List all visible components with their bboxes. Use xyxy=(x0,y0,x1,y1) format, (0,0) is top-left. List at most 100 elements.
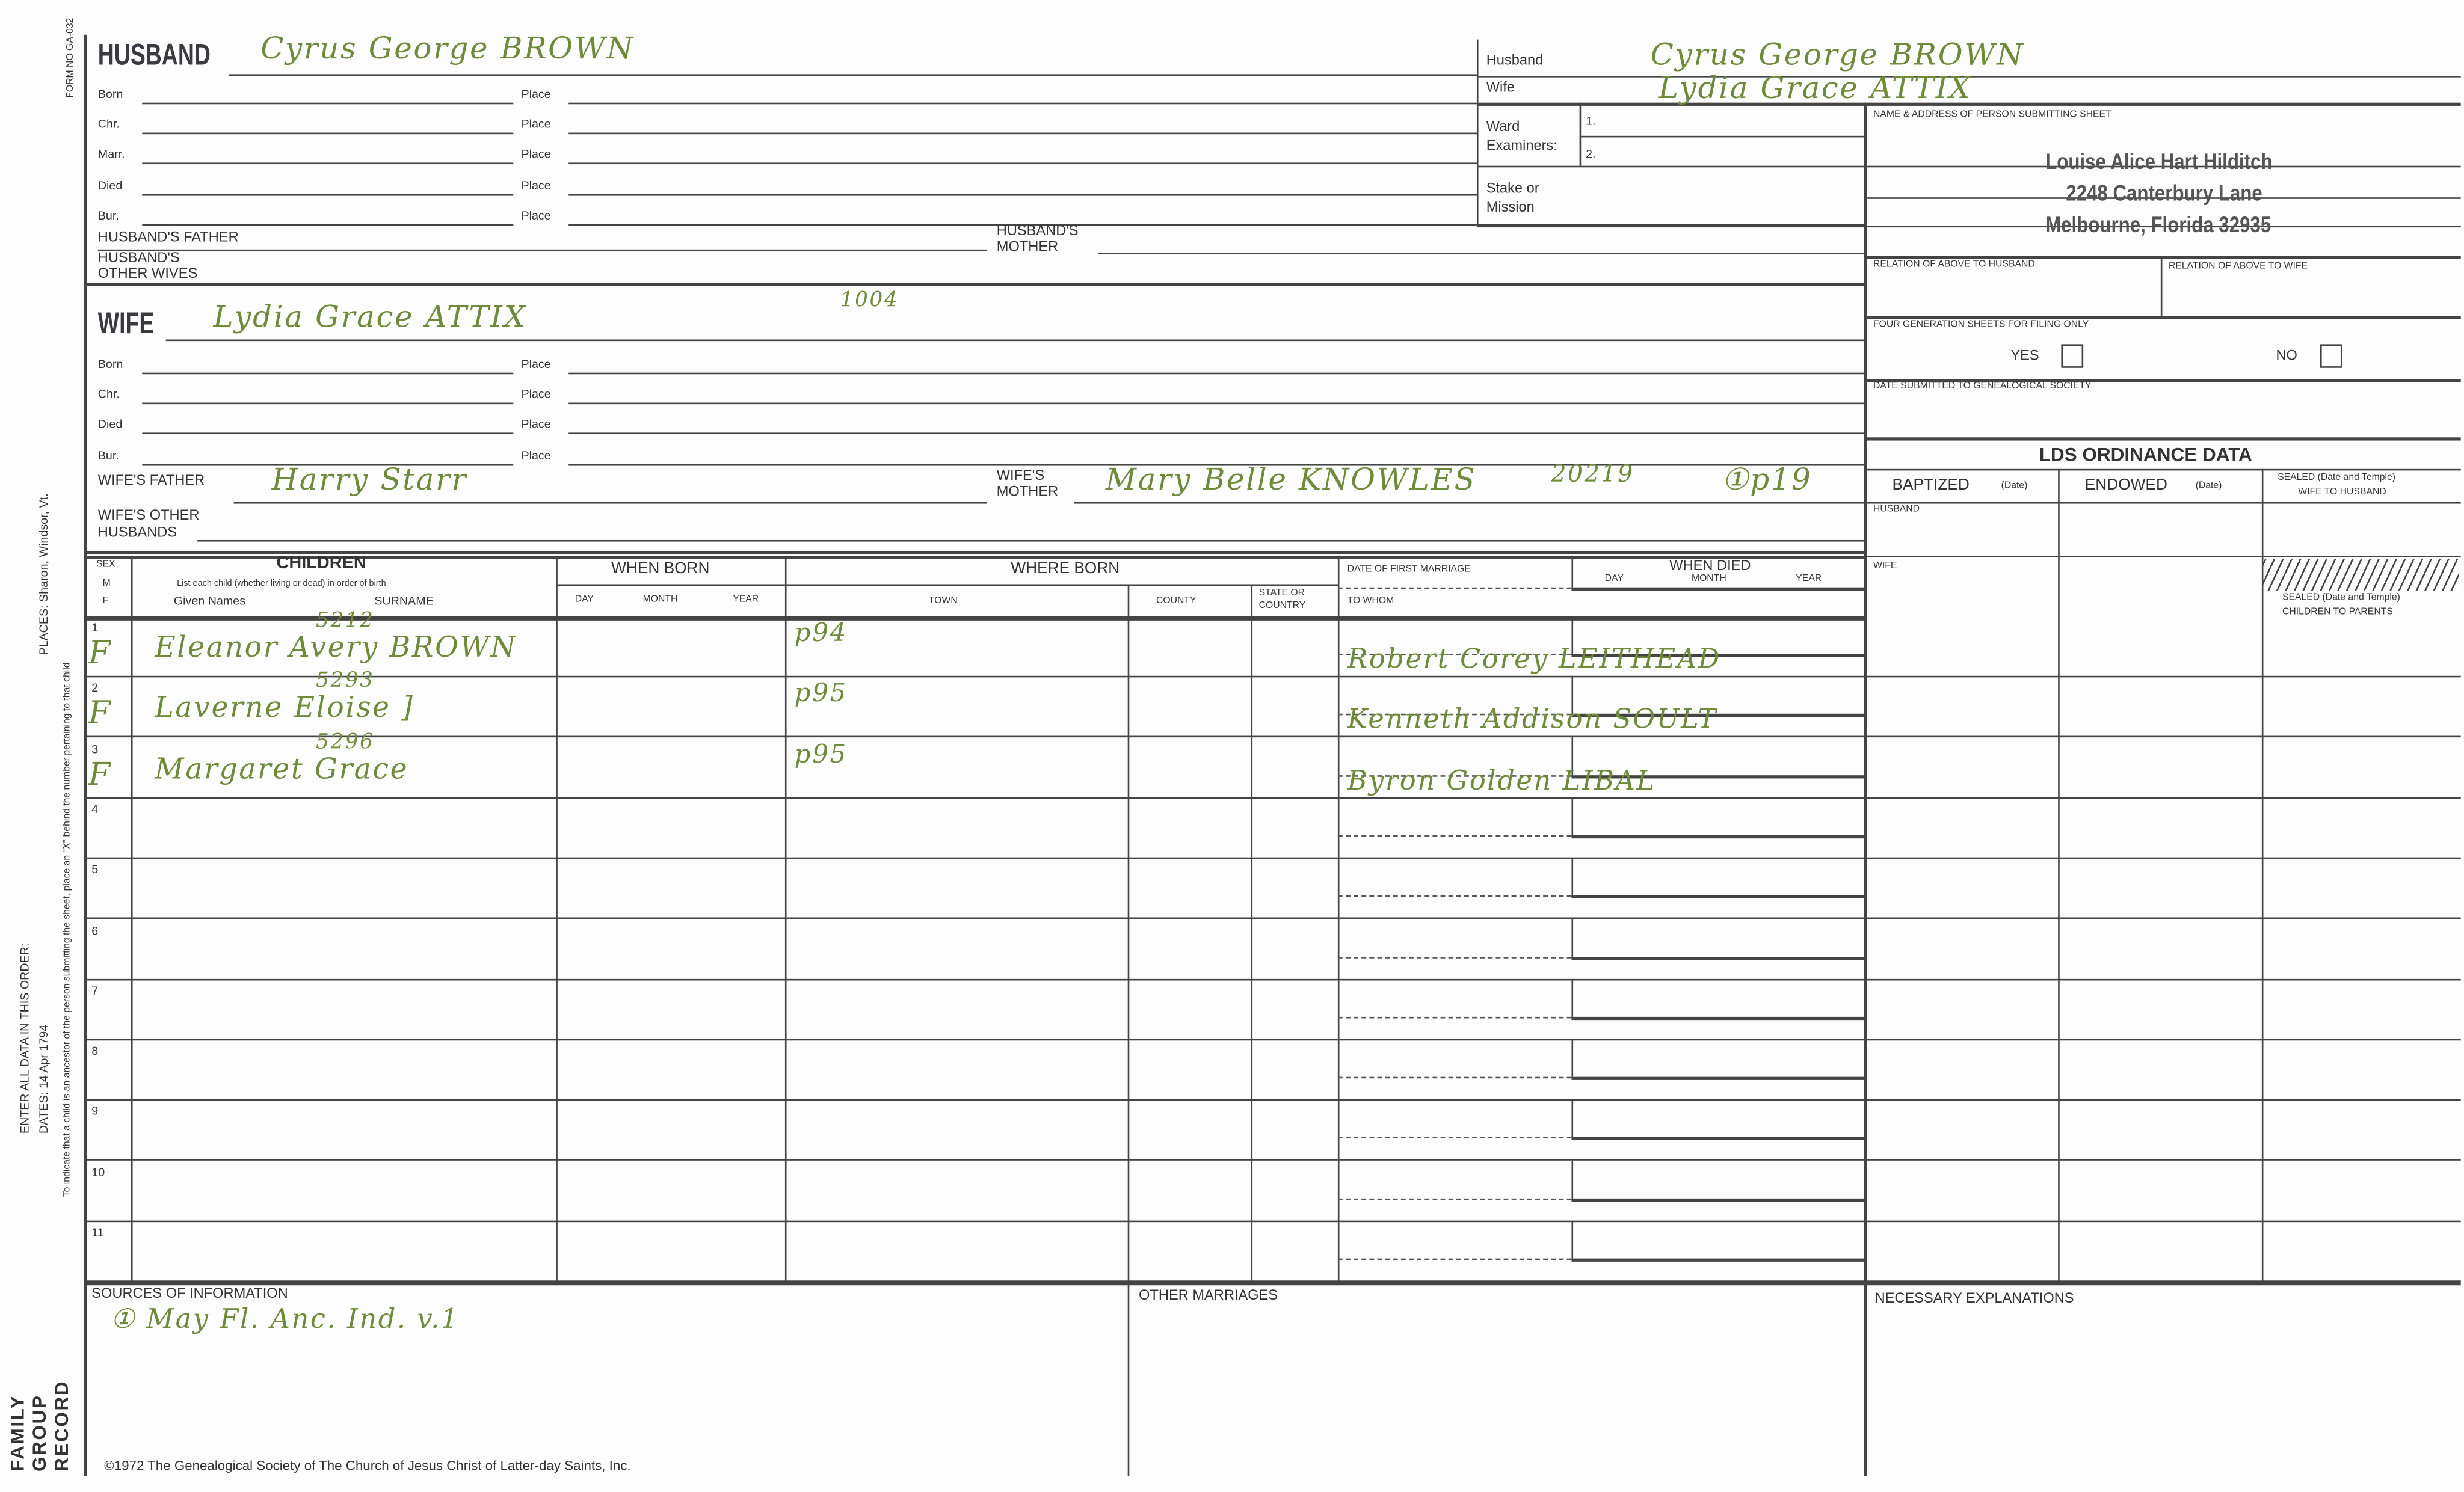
rule xyxy=(2160,256,2163,316)
child-row[interactable]: 4 xyxy=(84,797,2461,858)
child-row[interactable]: 2 F 5293 Laverne Eloise ] p95 Kenneth Addison… xyxy=(84,672,2461,737)
rule xyxy=(197,539,1864,542)
husband-name[interactable]: Cyrus George BROWN xyxy=(260,31,635,67)
wifes-mother-name[interactable]: Mary Belle KNOWLES xyxy=(1105,462,1477,498)
died-date-field[interactable] xyxy=(142,193,514,195)
died-place-field[interactable] xyxy=(568,433,1864,435)
born-label: Born xyxy=(97,357,123,372)
sources-label: SOURCES OF INFORMATION xyxy=(91,1285,288,1301)
child-row[interactable]: 8 xyxy=(84,1039,2461,1099)
chr-date-field[interactable] xyxy=(142,403,514,405)
wifes-mother-ref: ①p19 xyxy=(1721,462,1813,498)
submitter-name: Louise Alice Hart Hilditch xyxy=(2045,148,2273,174)
other-wives-label: HUSBAND'S xyxy=(97,249,180,266)
born-date-field[interactable] xyxy=(142,102,514,105)
bur-date-field[interactable] xyxy=(142,463,514,465)
tr-husband-name[interactable]: Cyrus George BROWN xyxy=(1650,38,2025,73)
child-spouse[interactable]: Robert Corey LEITHEAD xyxy=(1347,644,1722,676)
dashed-rule xyxy=(1337,957,1572,959)
child-name[interactable]: Margaret Grace xyxy=(155,752,409,786)
record-title-record: RECORD xyxy=(51,1380,73,1472)
sex-m: M xyxy=(102,579,111,589)
child-spouse[interactable]: Byron Golden LIBAL xyxy=(1347,765,1656,797)
child-number: 3 xyxy=(91,741,99,756)
child-birth-town[interactable]: p95 xyxy=(794,678,848,708)
sealed-wife-header: SEALED (Date and Temple) xyxy=(2278,473,2395,484)
child-sex[interactable]: F xyxy=(88,754,112,792)
tr-wife-name[interactable]: Lydia Grace ATTIX xyxy=(1658,71,1973,106)
child-row[interactable]: 6 xyxy=(84,918,2461,978)
born-label: Born xyxy=(97,87,123,102)
bur-place-field[interactable] xyxy=(568,224,1477,226)
child-number: 10 xyxy=(91,1164,105,1179)
child-sex[interactable]: F xyxy=(88,693,112,732)
rule xyxy=(1571,1099,1574,1137)
child-row[interactable]: 9 xyxy=(84,1099,2461,1159)
explanations-label: NECESSARY EXPLANATIONS xyxy=(1874,1290,2074,1306)
rule xyxy=(84,615,1864,621)
child-sex[interactable]: F xyxy=(88,633,112,671)
no-checkbox[interactable] xyxy=(2320,344,2342,368)
chr-place-field[interactable] xyxy=(568,133,1477,135)
rule xyxy=(84,34,87,1476)
child-birth-town[interactable]: p95 xyxy=(794,738,848,769)
child-row[interactable]: 7 xyxy=(84,978,2461,1039)
child-name[interactable]: Laverne Eloise ] xyxy=(155,692,414,725)
child-number: 6 xyxy=(91,923,99,938)
rule xyxy=(1571,1160,1574,1199)
town-header: TOWN xyxy=(928,597,958,607)
chr-date-field[interactable] xyxy=(142,133,514,135)
child-row[interactable]: 10 xyxy=(84,1160,2461,1220)
died-date-field[interactable] xyxy=(142,433,514,435)
examiner-2-field[interactable]: 2. xyxy=(1586,147,1596,161)
sources-text[interactable]: ① May Fl. Anc. Ind. v.1 xyxy=(110,1304,460,1336)
rule xyxy=(1571,957,1864,960)
rule xyxy=(84,1099,2461,1101)
bur-date-field[interactable] xyxy=(142,224,514,226)
examiner-1-field[interactable]: 1. xyxy=(1586,114,1596,128)
enter-order-note: ENTER ALL DATA IN THIS ORDER: xyxy=(17,943,32,1134)
bur-place-field[interactable] xyxy=(568,463,1864,465)
rule xyxy=(1571,615,1574,654)
yes-checkbox[interactable] xyxy=(2061,344,2084,368)
child-number: 2 xyxy=(91,681,99,696)
wifes-father-name[interactable]: Harry Starr xyxy=(271,462,468,498)
dashed-rule xyxy=(1337,1137,1572,1139)
dashed-rule xyxy=(1337,653,1572,655)
marr-place-field[interactable] xyxy=(568,163,1477,165)
state-header-2: COUNTRY xyxy=(1258,601,1306,612)
child-row[interactable]: 3 F 5296 Margaret Grace p95 Byron Golden LIBA… xyxy=(84,732,2461,797)
bur-label: Bur. xyxy=(97,208,119,223)
child-row[interactable]: 5 xyxy=(84,858,2461,918)
marr-date-field[interactable] xyxy=(142,163,514,165)
place-label: Place xyxy=(521,177,551,192)
rule xyxy=(165,339,1864,342)
other-husbands-label: WIFE'S OTHER xyxy=(97,506,200,523)
rule xyxy=(1571,675,1574,714)
born-place-field[interactable] xyxy=(568,102,1477,105)
chr-place-field[interactable] xyxy=(568,403,1864,405)
child-name[interactable]: Eleanor Avery BROWN xyxy=(155,631,517,665)
ancestor-note: To indicate that a child is an ancestor … xyxy=(63,662,73,1197)
died-month-header: MONTH xyxy=(1692,574,1726,585)
child-row[interactable]: 1 F 5212 Eleanor Avery BROWN p94 Robert Corey… xyxy=(84,611,2461,676)
child-number: 4 xyxy=(91,802,99,817)
born-place-field[interactable] xyxy=(568,372,1864,375)
child-spouse[interactable]: Kenneth Addison SOULT xyxy=(1347,704,1718,737)
place-label: Place xyxy=(521,117,551,132)
died-place-field[interactable] xyxy=(568,193,1477,195)
rule xyxy=(1571,1137,1864,1140)
endowed-header: ENDOWED xyxy=(2084,476,2167,494)
rule xyxy=(2058,468,2060,1282)
rule xyxy=(1571,587,1864,591)
child-row[interactable]: 11 xyxy=(84,1221,2461,1281)
wife-name[interactable]: Lydia Grace ATTIX xyxy=(213,299,527,335)
rule xyxy=(1864,316,2461,319)
dashed-rule xyxy=(1337,775,1572,777)
rule xyxy=(84,1159,2461,1161)
rule xyxy=(97,249,988,251)
rule xyxy=(1571,713,1864,717)
born-date-field[interactable] xyxy=(142,372,514,375)
ward-examiners-label-2: Examiners: xyxy=(1486,137,1557,153)
child-birth-town[interactable]: p94 xyxy=(794,617,848,648)
